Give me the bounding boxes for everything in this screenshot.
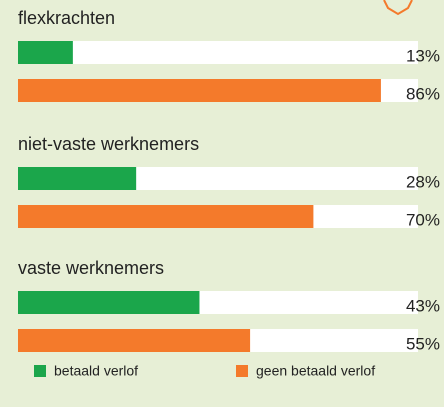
bar xyxy=(18,79,381,102)
bar xyxy=(18,205,314,228)
value-label: 70% xyxy=(406,210,440,229)
bar xyxy=(18,41,73,64)
legend-label: geen betaald verlof xyxy=(256,363,375,379)
value-label: 55% xyxy=(406,334,440,353)
legend-label: betaald verlof xyxy=(54,363,138,379)
category-label: vaste werknemers xyxy=(18,258,164,278)
category-label: niet-vaste werknemers xyxy=(18,134,199,154)
bar xyxy=(18,329,251,352)
value-label: 13% xyxy=(406,46,440,65)
category-label: flexkrachten xyxy=(18,8,115,28)
legend-swatch xyxy=(236,365,248,377)
value-label: 43% xyxy=(406,296,440,315)
legend-swatch xyxy=(34,365,46,377)
logo-fragment xyxy=(383,0,413,16)
bar-track xyxy=(18,41,418,64)
bar xyxy=(18,167,137,190)
value-label: 28% xyxy=(406,172,440,191)
value-label: 86% xyxy=(406,84,440,103)
bar xyxy=(18,291,200,314)
